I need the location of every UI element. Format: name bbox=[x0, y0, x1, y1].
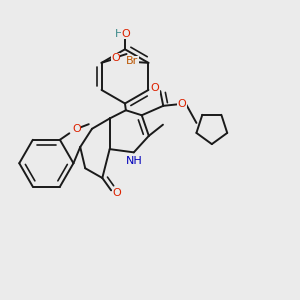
Text: O: O bbox=[121, 29, 130, 39]
Text: O: O bbox=[112, 188, 121, 198]
Text: O: O bbox=[72, 124, 81, 134]
Text: H: H bbox=[115, 29, 123, 39]
Text: O: O bbox=[177, 99, 186, 110]
Text: Br: Br bbox=[126, 56, 138, 66]
Text: O: O bbox=[111, 53, 120, 63]
Text: NH: NH bbox=[126, 156, 143, 166]
Text: O: O bbox=[151, 83, 159, 93]
